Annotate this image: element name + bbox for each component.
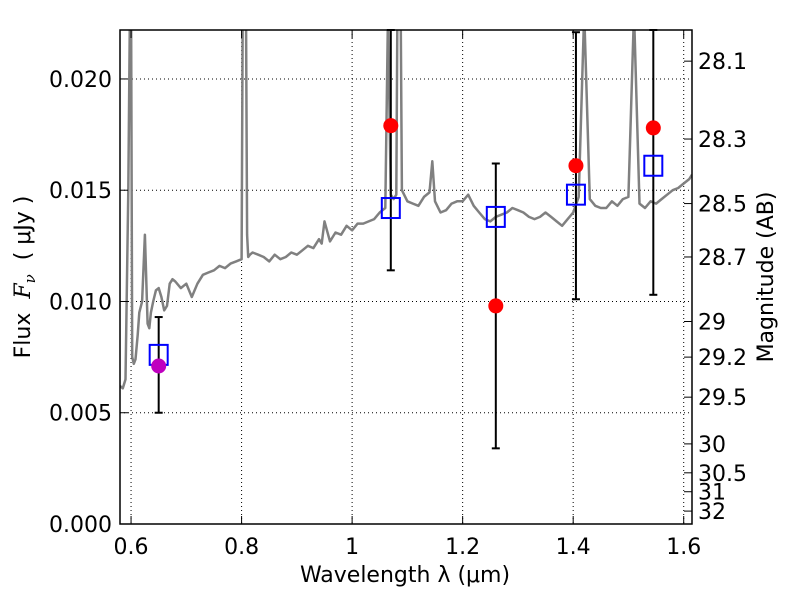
observed-flux-point: [383, 118, 399, 134]
model-flux-square: [565, 183, 586, 206]
y-tick-label: 0.000: [49, 513, 112, 538]
y2-tick-label: 28.5: [698, 193, 747, 218]
y2-tick-label: 29.2: [698, 346, 747, 371]
x-axis-title: Wavelength λ (μm): [300, 563, 510, 588]
y-tick-label: 0.015: [49, 179, 112, 204]
y2-tick-label: 31: [698, 481, 726, 506]
y-tick-label: 0.005: [49, 402, 112, 427]
plot-frame: [119, 29, 693, 525]
y2-tick-label: 30: [698, 433, 726, 458]
y2-tick-label: 28.7: [698, 246, 747, 271]
y-axis-title: Flux Fν ( μJy ): [11, 196, 39, 359]
x-tick-label: 0.8: [224, 535, 259, 560]
model-flux-square: [643, 154, 664, 177]
y2-tick-label: 30.5: [698, 462, 747, 487]
x-tick-label: 1.4: [556, 535, 591, 560]
observed-flux-point: [645, 120, 661, 136]
observed-flux-point: [568, 158, 584, 174]
plot-area: [120, 30, 692, 390]
x-tick-label: 1.6: [666, 535, 701, 560]
y-tick-label: 0.020: [49, 68, 112, 93]
spectrum-line: [120, 30, 692, 390]
ticks: 0.6 0.8 1 1.2 1.4 1.6 0.000 0.005 0.010 0.015 0.02…: [49, 30, 747, 560]
observed-flux-point: [488, 298, 504, 314]
y-tick-label: 0.010: [49, 290, 112, 315]
observed-flux-point: [151, 358, 167, 374]
markers: [148, 118, 664, 374]
grid: [120, 30, 692, 524]
y2-tick-label: 28.1: [698, 50, 747, 75]
model-flux-square: [485, 205, 506, 228]
x-tick-label: 0.6: [114, 535, 149, 560]
x-tick-label: 1.2: [445, 535, 480, 560]
y2-tick-label: 32: [698, 500, 726, 525]
y2-axis-title: Magnitude (AB): [754, 192, 779, 363]
y2-tick-label: 29: [698, 311, 726, 336]
x-tick-label: 1: [345, 535, 359, 560]
y2-tick-label: 29.5: [698, 386, 747, 411]
model-flux-square: [380, 197, 401, 220]
y2-tick-label: 28.3: [698, 128, 747, 153]
